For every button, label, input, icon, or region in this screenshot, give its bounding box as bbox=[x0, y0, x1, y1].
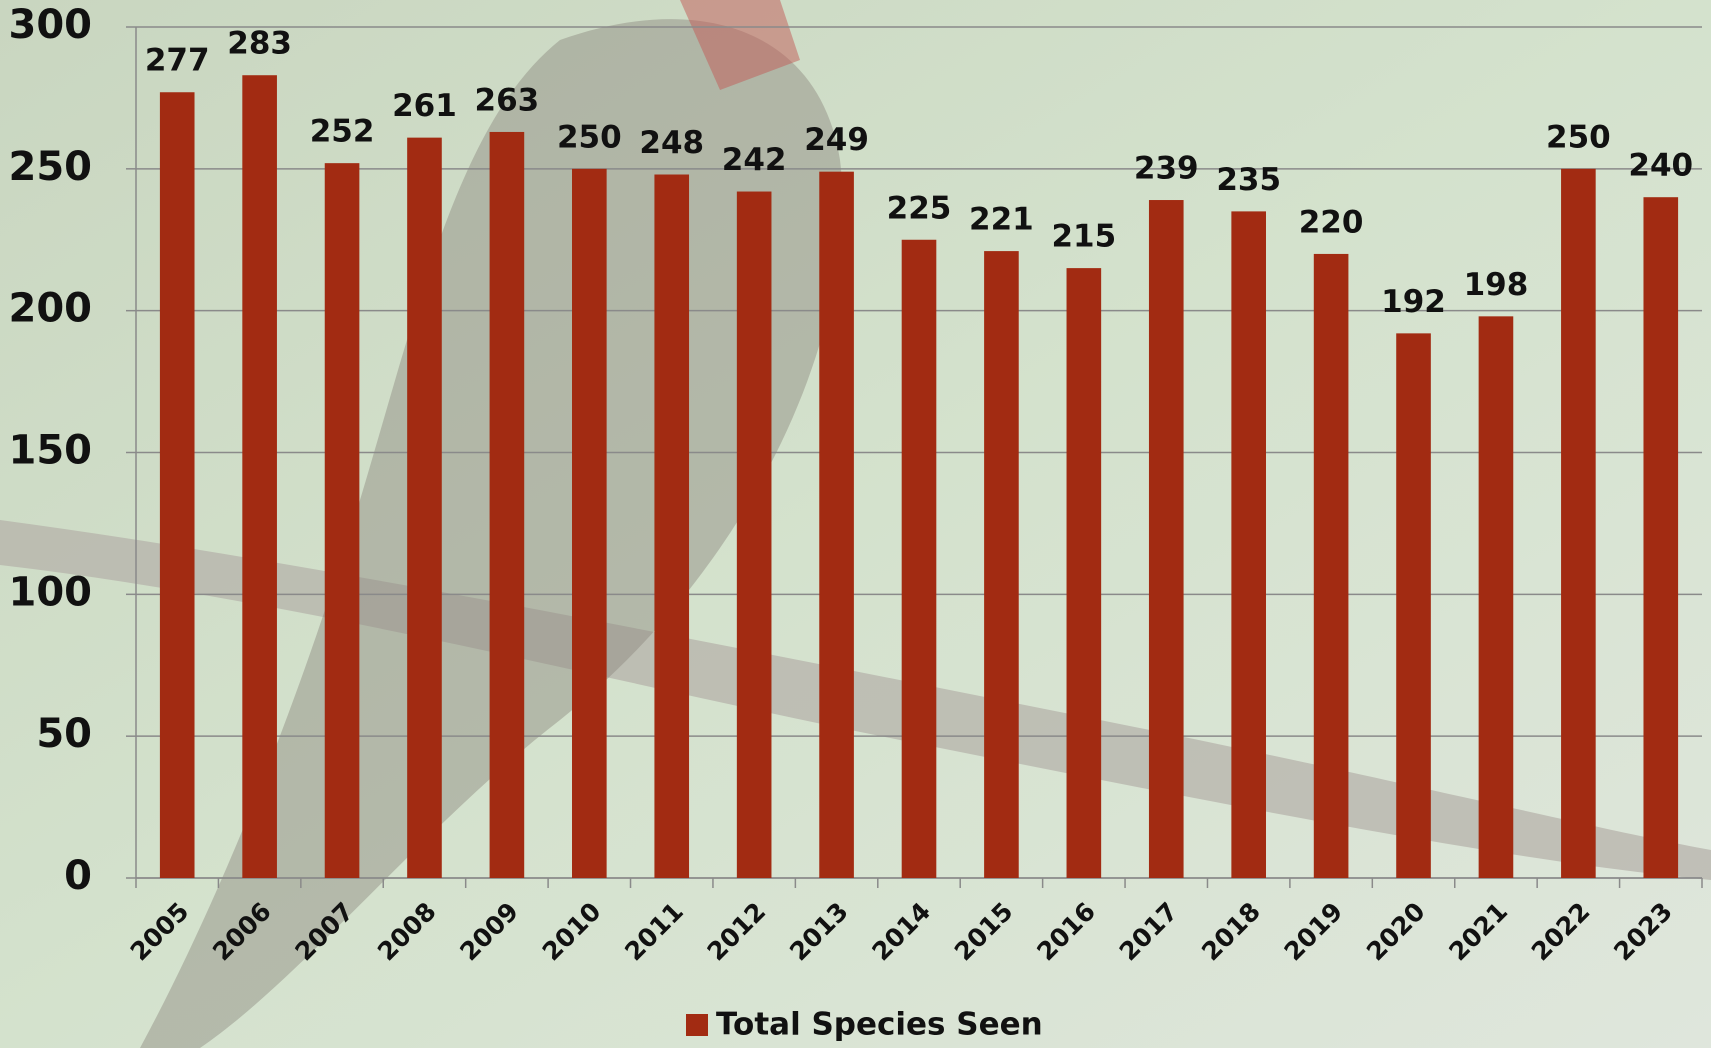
data-label: 250 bbox=[557, 119, 622, 155]
data-label: 283 bbox=[227, 26, 292, 62]
data-label: 220 bbox=[1299, 204, 1364, 240]
data-label: 221 bbox=[969, 202, 1034, 238]
bar bbox=[1067, 268, 1102, 878]
data-label: 225 bbox=[887, 190, 952, 226]
bar bbox=[1396, 333, 1431, 878]
bar bbox=[654, 175, 689, 878]
bar bbox=[1231, 211, 1266, 878]
data-label: 240 bbox=[1628, 148, 1693, 184]
page: {"chart_data": {"type": "bar", "categori… bbox=[0, 0, 1711, 1048]
y-tick-label: 50 bbox=[36, 711, 92, 757]
data-label: 263 bbox=[475, 82, 540, 118]
data-label: 261 bbox=[392, 88, 457, 124]
bar bbox=[407, 138, 442, 878]
y-tick-label: 150 bbox=[9, 428, 93, 474]
bar bbox=[1149, 200, 1184, 878]
data-label: 252 bbox=[310, 114, 375, 150]
data-label: 248 bbox=[639, 125, 704, 161]
y-tick-label: 100 bbox=[9, 569, 93, 615]
data-label: 215 bbox=[1051, 219, 1116, 255]
chart: 0501001502002503002005200620072008200920… bbox=[0, 0, 1711, 1048]
y-tick-label: 250 bbox=[9, 144, 93, 190]
data-label: 239 bbox=[1134, 151, 1199, 187]
data-label: 235 bbox=[1216, 162, 1281, 198]
y-tick-label: 300 bbox=[9, 2, 93, 48]
bar bbox=[1643, 197, 1678, 878]
bar bbox=[902, 240, 937, 878]
data-label: 249 bbox=[804, 122, 869, 158]
bar bbox=[325, 163, 360, 878]
data-label: 250 bbox=[1546, 119, 1611, 155]
legend-label: Total Species Seen bbox=[716, 1007, 1043, 1043]
data-label: 198 bbox=[1464, 267, 1529, 303]
bar bbox=[490, 132, 525, 878]
bar bbox=[572, 169, 607, 878]
bar bbox=[819, 172, 854, 878]
legend-swatch bbox=[686, 1014, 708, 1036]
bar bbox=[1561, 169, 1596, 878]
y-tick-label: 0 bbox=[64, 853, 92, 899]
data-label: 242 bbox=[722, 142, 787, 178]
bar bbox=[984, 251, 1019, 878]
y-tick-label: 200 bbox=[9, 286, 93, 332]
data-label: 277 bbox=[145, 43, 210, 79]
bar bbox=[1479, 316, 1514, 878]
bar bbox=[737, 192, 772, 878]
data-label: 192 bbox=[1381, 284, 1446, 320]
bar bbox=[242, 75, 277, 878]
bar bbox=[160, 92, 195, 878]
bar bbox=[1314, 254, 1349, 878]
